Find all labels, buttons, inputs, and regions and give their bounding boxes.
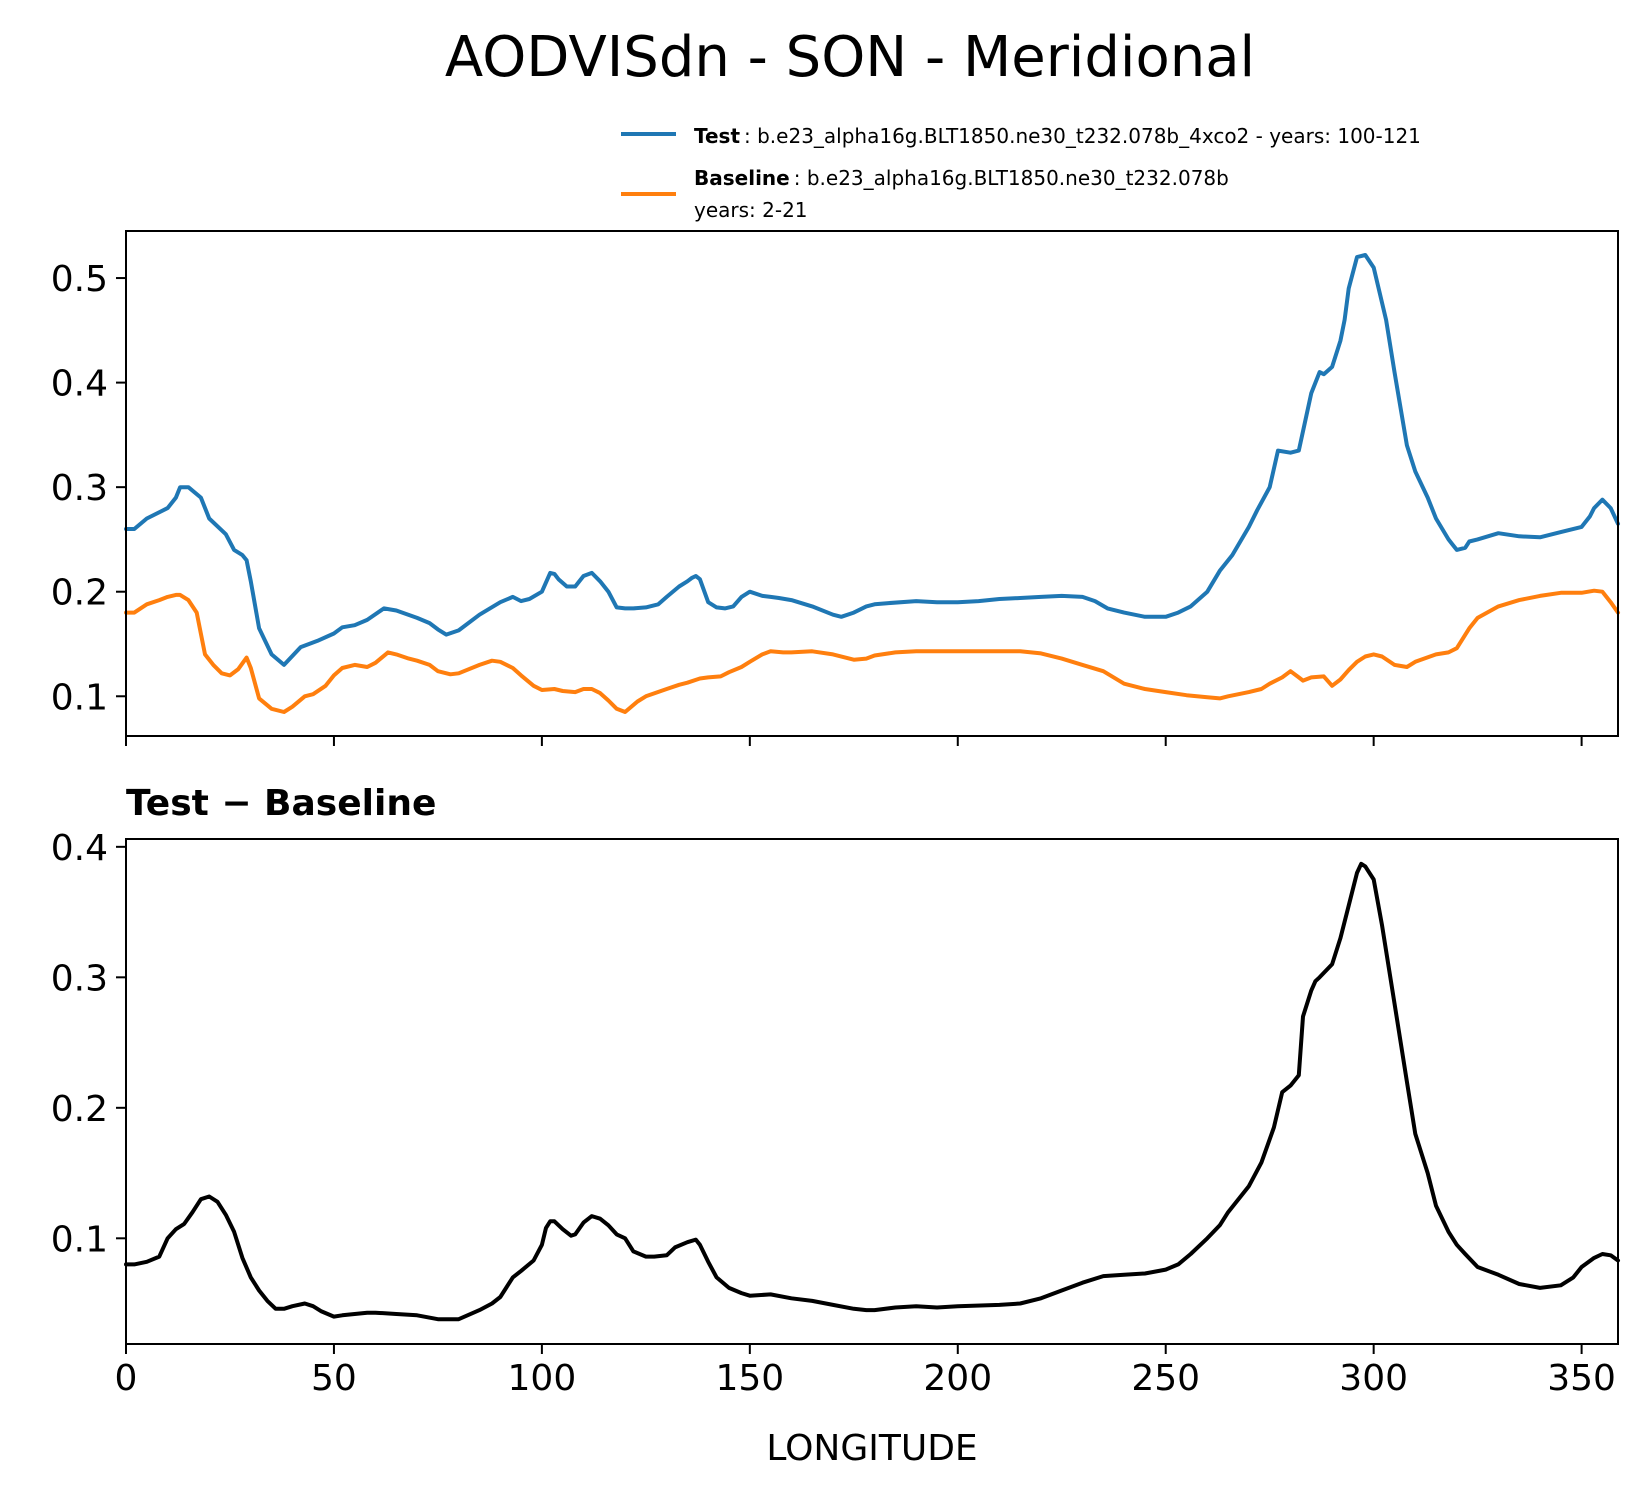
bottom-x-tick-label: 50 — [311, 1358, 357, 1399]
legend-test-bold: Test — [694, 124, 740, 148]
bottom-y-tick-label: 0.2 — [51, 1089, 108, 1130]
top-y-tick-label: 0.1 — [51, 677, 108, 718]
legend-baseline-label: Baseline: b.e23_alpha16g.BLT1850.ne30_t2… — [694, 166, 1229, 190]
bottom-x-tick-label: 300 — [1339, 1358, 1408, 1399]
bottom-x-tick-label: 100 — [508, 1358, 577, 1399]
bottom-x-tick-label: 250 — [1131, 1358, 1200, 1399]
legend: Test: b.e23_alpha16g.BLT1850.ne30_t232.0… — [621, 124, 1421, 222]
top-y-ticks: 0.1 0.2 0.3 0.4 0.5 — [51, 259, 126, 718]
bottom-x-tick-label: 200 — [923, 1358, 992, 1399]
top-x-ticks — [125, 736, 1583, 746]
bottom-x-tick-label: 350 — [1547, 1358, 1616, 1399]
bottom-panel-title: Test − Baseline — [126, 783, 436, 824]
bottom-x-tick-label: 0 — [115, 1358, 138, 1399]
top-y-tick-label: 0.4 — [51, 364, 108, 405]
bottom-panel: Test − Baseline 0 50 100 150 200 250 300 350 0.… — [51, 783, 1620, 1469]
bottom-plot-lines — [124, 861, 1620, 1322]
top-series-line-test — [124, 253, 1620, 667]
top-y-tick-label: 0.2 — [51, 573, 108, 614]
bottom-y-ticks: 0.1 0.2 0.3 0.4 — [51, 828, 126, 1260]
bottom-x-tick-label: 150 — [715, 1358, 784, 1399]
top-y-tick-label: 0.5 — [51, 259, 108, 300]
legend-baseline-text2: years: 2-21 — [694, 198, 808, 222]
x-axis-label: LONGITUDE — [766, 1428, 977, 1469]
legend-baseline-text: : b.e23_alpha16g.BLT1850.ne30_t232.078b — [794, 166, 1229, 190]
top-plot-frame — [125, 230, 1619, 737]
bottom-y-tick-label: 0.3 — [51, 958, 108, 999]
bottom-x-ticks: 0 50 100 150 200 250 300 350 — [115, 1344, 1616, 1399]
bottom-series-line-diff — [124, 861, 1620, 1322]
legend-baseline-bold: Baseline — [694, 166, 790, 190]
top-panel: 0.1 0.2 0.3 0.4 0.5 — [51, 230, 1620, 746]
bottom-y-tick-label: 0.1 — [51, 1219, 108, 1260]
bottom-y-tick-label: 0.4 — [51, 828, 108, 869]
top-series-line-baseline — [124, 588, 1620, 714]
figure-title: AODVISdn - SON - Meridional — [445, 25, 1255, 90]
top-plot-lines — [124, 253, 1620, 714]
legend-test-label: Test: b.e23_alpha16g.BLT1850.ne30_t232.0… — [694, 124, 1421, 148]
bottom-plot-frame — [125, 838, 1619, 1345]
legend-test-text: : b.e23_alpha16g.BLT1850.ne30_t232.078b_… — [744, 124, 1421, 148]
top-y-tick-label: 0.3 — [51, 468, 108, 509]
